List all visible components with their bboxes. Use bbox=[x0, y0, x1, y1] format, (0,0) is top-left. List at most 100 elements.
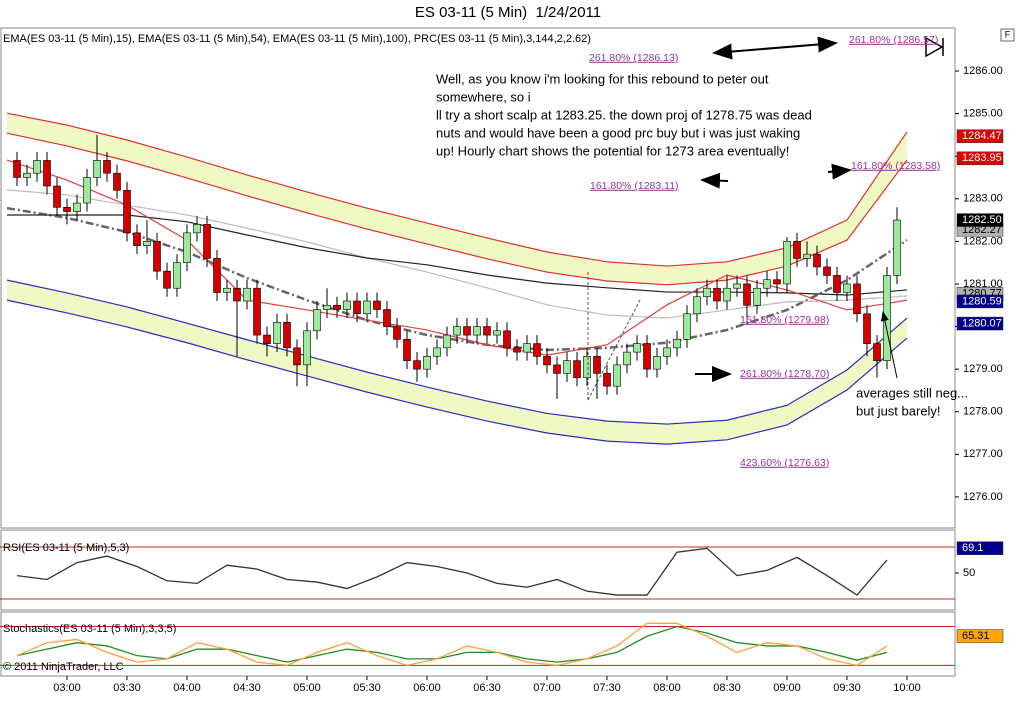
stochastics-plot bbox=[0, 622, 955, 667]
x-tick-label: 09:30 bbox=[833, 682, 861, 694]
candle-body bbox=[23, 172, 31, 178]
rsi-panel bbox=[0, 529, 956, 611]
candle-body bbox=[683, 313, 691, 340]
candle-body bbox=[873, 343, 881, 361]
comment-line: nuts and would have been a good prc buy … bbox=[436, 125, 800, 140]
candle-body bbox=[583, 356, 591, 378]
note-line: but just barely! bbox=[856, 403, 941, 418]
candle-body bbox=[413, 360, 421, 370]
indicator-line bbox=[16, 625, 888, 663]
candle-body bbox=[503, 330, 511, 349]
comment-line: up! Hourly chart shows the potential for… bbox=[436, 143, 789, 158]
candle-body bbox=[473, 326, 481, 336]
indicator-line bbox=[6, 112, 908, 267]
price-panel bbox=[0, 27, 956, 529]
arrow bbox=[700, 172, 729, 189]
price-marker-label: 1280.59 bbox=[962, 295, 1002, 307]
candle-body bbox=[43, 160, 51, 187]
x-tick-label: 08:00 bbox=[653, 682, 681, 694]
y-tick-label: 1277.00 bbox=[963, 448, 1003, 460]
candle-body bbox=[403, 339, 411, 361]
y-tick-label: 1279.00 bbox=[963, 363, 1003, 375]
y-tick-label: 1282.00 bbox=[963, 235, 1003, 247]
corner-label: F bbox=[1005, 29, 1011, 39]
corner-box[interactable] bbox=[1000, 28, 1015, 42]
candle-body bbox=[183, 232, 191, 263]
copyright: © 2011 NinjaTrader, LLC bbox=[3, 661, 124, 673]
candle-body bbox=[733, 283, 741, 289]
candle-body bbox=[463, 326, 471, 336]
candle-body bbox=[253, 287, 261, 336]
candle-body bbox=[593, 356, 601, 374]
fib-line bbox=[587, 299, 641, 401]
comment-line: somewhere, so i bbox=[436, 89, 531, 104]
candle-body bbox=[723, 287, 731, 302]
x-tick-label: 10:00 bbox=[893, 682, 921, 694]
candle-body bbox=[93, 160, 101, 178]
rsi-label: RSI(ES 03-11 (5 Min),5,3) bbox=[3, 542, 129, 554]
candle-body bbox=[553, 364, 561, 374]
candle-body bbox=[543, 356, 551, 366]
candle-body bbox=[483, 326, 491, 336]
price-marker bbox=[956, 316, 1004, 331]
arrow bbox=[712, 36, 838, 60]
price-marker bbox=[956, 629, 1004, 643]
candle-body bbox=[833, 275, 841, 293]
note-line: averages still neg... bbox=[856, 385, 968, 400]
price-marker-label: 1284.47 bbox=[962, 130, 1002, 142]
price-marker-label: 1280.07 bbox=[962, 317, 1002, 329]
candle-body bbox=[113, 172, 121, 191]
price-marker bbox=[956, 294, 1004, 309]
candle-body bbox=[613, 364, 621, 387]
candle-body bbox=[123, 189, 131, 234]
candle-body bbox=[573, 360, 581, 378]
candle-body bbox=[643, 343, 651, 370]
candle-body bbox=[353, 300, 361, 315]
price-plot bbox=[6, 112, 908, 445]
candle-body bbox=[13, 160, 21, 178]
price-marker bbox=[956, 213, 1004, 227]
candle-body bbox=[853, 283, 861, 315]
candle-body bbox=[493, 330, 501, 336]
stochastics-label: Stochastics(ES 03-11 (5 Min),3,3,5) bbox=[3, 623, 176, 635]
fib-label: 161.80% (1283.11) bbox=[590, 180, 679, 192]
candle-body bbox=[773, 279, 781, 285]
indicator-line bbox=[6, 279, 908, 425]
candle-body bbox=[343, 300, 351, 310]
x-tick-label: 08:30 bbox=[713, 682, 741, 694]
annotations: EMA(ES 03-11 (5 Min),15), EMA(ES 03-11 (… bbox=[3, 33, 968, 673]
candle-body bbox=[83, 177, 91, 204]
fib-label: 261.80% (1278.70) bbox=[740, 368, 829, 380]
fib-label: 261.80% (1286.13) bbox=[589, 52, 678, 64]
play-icon[interactable] bbox=[925, 36, 944, 58]
axes: 1276.001277.001278.001279.001280.001281.… bbox=[53, 65, 1004, 694]
y-tick-label: 1285.00 bbox=[963, 108, 1003, 120]
indicator-line bbox=[6, 132, 908, 286]
candle-body bbox=[373, 300, 381, 310]
candle-body bbox=[223, 287, 231, 293]
x-tick-label: 05:30 bbox=[353, 682, 381, 694]
x-tick-label: 09:00 bbox=[773, 682, 801, 694]
candle-body bbox=[173, 262, 181, 289]
candle-body bbox=[383, 309, 391, 327]
y-tick-label: 1278.00 bbox=[963, 406, 1003, 418]
band-fill bbox=[7, 280, 907, 445]
candle-body bbox=[823, 266, 831, 276]
candle-body bbox=[513, 347, 521, 353]
indicator-line bbox=[16, 547, 888, 596]
x-tick-label: 07:00 bbox=[533, 682, 561, 694]
candle-body bbox=[153, 241, 161, 272]
candle-body bbox=[193, 224, 201, 234]
candle-body bbox=[283, 321, 291, 349]
chart-title: ES 03-11 (5 Min) 1/24/2011 bbox=[415, 4, 601, 21]
candle-body bbox=[273, 321, 281, 344]
band-fill bbox=[7, 113, 907, 285]
candle-body bbox=[633, 343, 641, 353]
indicator-line bbox=[16, 622, 888, 667]
candle-body bbox=[803, 253, 811, 259]
candle-body bbox=[443, 334, 451, 349]
price-marker-label: 65.31 bbox=[962, 630, 990, 642]
price-marker-label: 1282.50 bbox=[962, 214, 1002, 226]
rsi-plot bbox=[0, 546, 955, 600]
